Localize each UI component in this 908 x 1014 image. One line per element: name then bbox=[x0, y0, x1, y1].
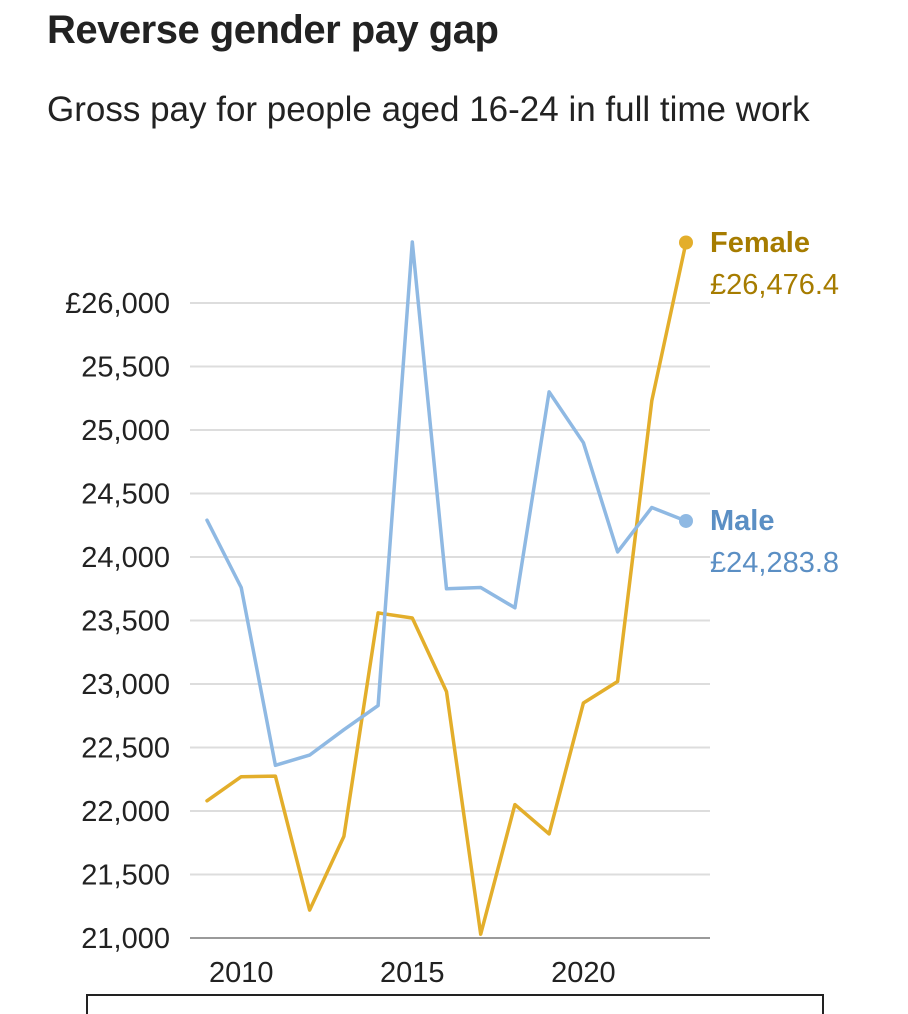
y-tick-label: 23,500 bbox=[81, 606, 170, 638]
series-line-female bbox=[205, 240, 688, 936]
y-tick-label: 23,000 bbox=[81, 669, 170, 701]
x-axis-ticks: 2010 2015 2020 bbox=[209, 957, 616, 989]
gridlines bbox=[190, 302, 710, 939]
y-tick-label: £26,000 bbox=[65, 288, 170, 320]
x-tick-label: 2010 bbox=[209, 957, 274, 989]
y-axis-ticks: 21,000 21,500 22,000 22,500 23,000 23,500 24,0… bbox=[65, 288, 170, 955]
series-value-label-male: £24,283.8 bbox=[710, 547, 839, 579]
series-name-label-male: Male bbox=[710, 505, 774, 537]
chart-title: Reverse gender pay gap bbox=[47, 8, 499, 52]
y-tick-label: 24,500 bbox=[81, 479, 170, 511]
series-line-male bbox=[205, 240, 688, 768]
series-name-label-female: Female bbox=[710, 227, 810, 259]
chart-subtitle: Gross pay for people aged 16-24 in full … bbox=[47, 90, 810, 129]
y-tick-label: 22,500 bbox=[81, 733, 170, 765]
y-tick-label: 21,500 bbox=[81, 860, 170, 892]
series-lines bbox=[205, 235, 693, 936]
y-tick-label: 24,000 bbox=[81, 542, 170, 574]
y-tick-label: 25,000 bbox=[81, 415, 170, 447]
bottom-panel-edge bbox=[86, 994, 824, 1014]
series-end-marker-female bbox=[679, 235, 693, 250]
series-value-label-female: £26,476.4 bbox=[710, 269, 839, 301]
x-tick-label: 2020 bbox=[551, 957, 616, 989]
y-tick-label: 22,000 bbox=[81, 796, 170, 828]
series-end-marker-male bbox=[679, 513, 693, 528]
y-tick-label: 21,000 bbox=[81, 923, 170, 955]
series-labels: Female £26,476.4 Male £24,283.8 bbox=[710, 227, 839, 579]
x-tick-label: 2015 bbox=[380, 957, 445, 989]
y-tick-label: 25,500 bbox=[81, 352, 170, 384]
